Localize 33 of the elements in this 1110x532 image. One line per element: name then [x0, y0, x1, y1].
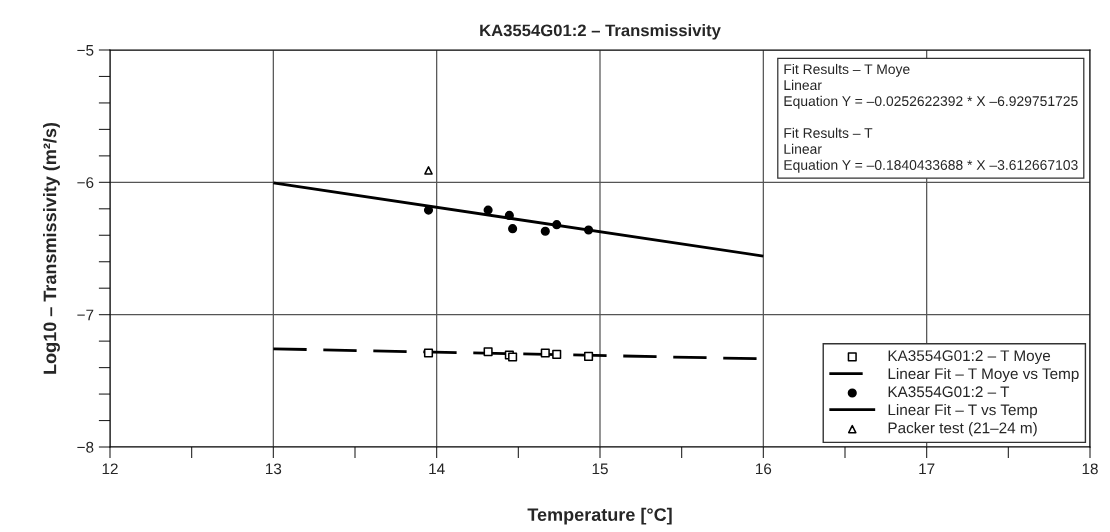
legend-label: KA3554G01:2 – T Moye — [888, 350, 1051, 365]
point — [583, 225, 594, 235]
point — [483, 347, 493, 357]
x-tick-label: 17 — [919, 463, 935, 475]
chart-title: KA3554G01:2 – Transmissivity — [480, 24, 721, 40]
point — [552, 220, 562, 230]
point — [508, 352, 518, 362]
legend-label: KA3554G01:2 – T — [888, 386, 1010, 398]
legend-label: Linear Fit – T Moye vs Temp — [888, 367, 1079, 383]
x-tick-label: 12 — [102, 463, 118, 475]
point — [424, 166, 433, 175]
y-axis-title: Log10 – Transmissivity (m²/s) — [43, 122, 60, 374]
point — [508, 224, 518, 234]
point — [583, 351, 594, 361]
point — [540, 226, 550, 236]
y-tick-label: −7 — [77, 309, 94, 321]
text: Fit Results – T Moye Linear Equation Y = –0.0252622392 * X –6.929751725 Fit Results – T Linear Equation Y = –0.1840433688 * X –3.612667103 — [784, 63, 1078, 173]
point — [423, 348, 434, 358]
point — [552, 349, 562, 359]
point — [504, 210, 514, 220]
x-tick-label: 13 — [266, 463, 282, 475]
x-tick-label: 14 — [429, 463, 445, 475]
legend-label: Linear Fit – T vs Temp — [888, 404, 1038, 419]
point — [483, 205, 493, 215]
y-tick-label: −6 — [77, 177, 94, 189]
y-tick-label: −5 — [77, 45, 94, 56]
x-axis-title: Temperature [°C] — [527, 507, 672, 525]
x-tick-label: 16 — [756, 463, 772, 475]
y-tick-label: −8 — [77, 441, 94, 453]
point — [540, 348, 550, 358]
x-tick-label: 15 — [592, 463, 608, 475]
legend-label: Packer test (21–24 m) — [888, 422, 1037, 437]
x-tick-label: 18 — [1082, 463, 1098, 475]
